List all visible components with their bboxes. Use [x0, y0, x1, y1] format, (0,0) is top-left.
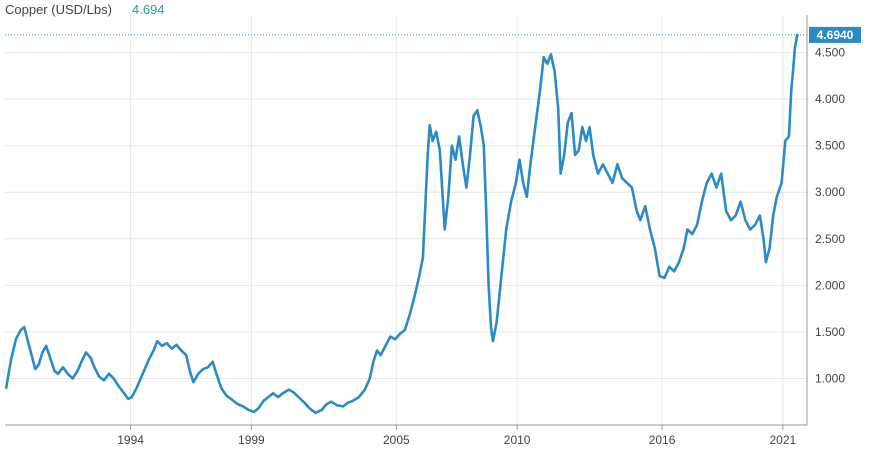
- series-line-copper: [4, 33, 799, 415]
- x-tick-label: 2010: [504, 433, 531, 447]
- y-tick-label: 4.500: [815, 46, 845, 60]
- x-tick-label: 1999: [238, 433, 265, 447]
- last-value-label: 4.6940: [817, 28, 854, 42]
- x-tick-label: 1994: [117, 433, 144, 447]
- grid-layer: [5, 15, 807, 425]
- chart-title-value: 4.694: [132, 2, 165, 17]
- chart-title: Copper (USD/Lbs): [5, 2, 112, 17]
- y-tick-label: 1.000: [815, 371, 845, 385]
- x-tick-label: 2021: [769, 433, 796, 447]
- y-tick-label: 2.000: [815, 278, 845, 292]
- y-tick-label: 4.000: [815, 92, 845, 106]
- x-tick-label: 2005: [383, 433, 410, 447]
- y-tick-label: 3.500: [815, 139, 845, 153]
- x-tick-label: 2016: [649, 433, 676, 447]
- axis-layer: [5, 15, 808, 430]
- series-layer: [4, 33, 799, 415]
- last-value-badge: [809, 26, 861, 43]
- label-layer: 1.000 1.500 2.000 2.500 3.000 3.500 4.000 4.500…: [117, 26, 861, 447]
- y-tick-label: 3.000: [815, 185, 845, 199]
- y-tick-label: 2.500: [815, 232, 845, 246]
- y-tick-label: 1.500: [815, 325, 845, 339]
